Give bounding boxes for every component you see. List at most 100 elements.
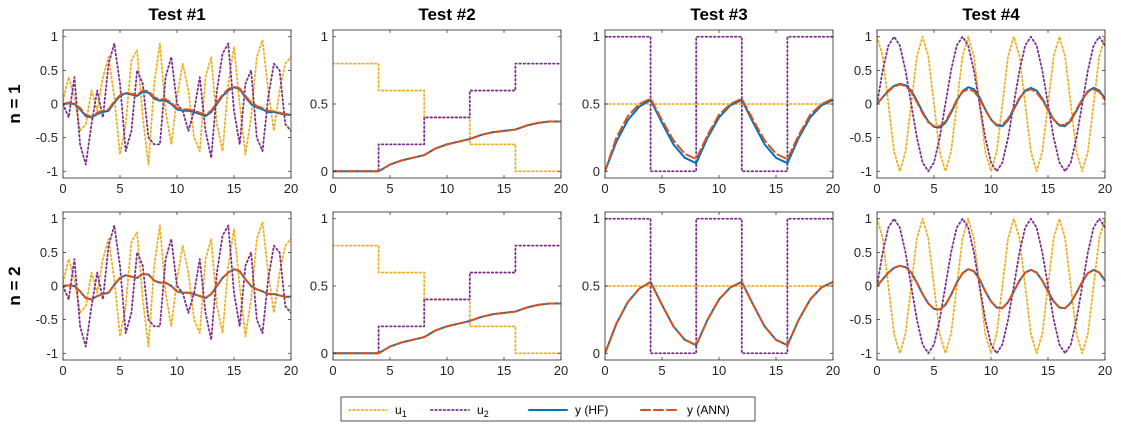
y-tick-label: 0 bbox=[593, 164, 600, 179]
x-tick-label: 5 bbox=[116, 181, 123, 196]
y-tick-label: 0.5 bbox=[310, 279, 328, 294]
series-line-y-ann bbox=[605, 97, 833, 173]
series-line-y-ann bbox=[333, 302, 561, 355]
column-titles: Test #1 Test #2 Test #3 Test #4 bbox=[148, 5, 1020, 24]
subplot-r2-c3: 0 5 10 15 20 0 0.5 1 bbox=[582, 211, 840, 378]
y-tick-label: 0.5 bbox=[40, 63, 58, 78]
y-tick-label: -1 bbox=[860, 346, 872, 361]
x-tick-label: 5 bbox=[930, 363, 937, 378]
subplot-r2-c1: 0 5 10 15 20 -1 -0.5 0 0.5 1 bbox=[36, 211, 299, 378]
x-tick-label: 5 bbox=[116, 363, 123, 378]
y-tick-label: -1 bbox=[46, 346, 58, 361]
subplot-r2-c4: 0 5 10 15 20 -1 -0.5 0 0.5 1 bbox=[850, 211, 1113, 378]
y-tick-label: 0.5 bbox=[40, 245, 58, 260]
x-tick-label: 15 bbox=[497, 181, 511, 196]
x-tick-label: 0 bbox=[329, 181, 336, 196]
column-title-4: Test #4 bbox=[962, 5, 1020, 24]
axes-frame bbox=[332, 29, 562, 179]
y-tick-label: -0.5 bbox=[36, 130, 58, 145]
x-tick-label: 15 bbox=[497, 363, 511, 378]
y-tick-label: -0.5 bbox=[850, 312, 872, 327]
y-tick-label: 0.5 bbox=[310, 97, 328, 112]
x-tick-label: 10 bbox=[440, 181, 454, 196]
series-line-y-ann bbox=[877, 264, 1105, 311]
series-line-y-ann bbox=[605, 280, 833, 355]
series-line-u1 bbox=[877, 35, 1105, 173]
x-tick-label: 15 bbox=[769, 363, 783, 378]
y-tick-label: 1 bbox=[51, 211, 58, 226]
legend: u1 u2 y (HF) y (ANN) bbox=[340, 396, 756, 422]
row-labels: n = 1 n = 2 bbox=[5, 84, 24, 305]
series-line-y-hf bbox=[63, 86, 291, 119]
y-tick-label: 0 bbox=[51, 279, 58, 294]
series-line-y-hf bbox=[605, 98, 833, 173]
x-tick-label: 10 bbox=[984, 181, 998, 196]
column-title-3: Test #3 bbox=[690, 5, 747, 24]
x-tick-label: 15 bbox=[1041, 363, 1055, 378]
x-tick-label: 10 bbox=[984, 363, 998, 378]
series-line-y-hf bbox=[333, 302, 561, 355]
y-tick-label: 0.5 bbox=[582, 97, 600, 112]
y-tick-label: -0.5 bbox=[850, 130, 872, 145]
series-line-u2 bbox=[877, 35, 1105, 173]
x-tick-label: 20 bbox=[1098, 363, 1112, 378]
y-tick-label: 0.5 bbox=[582, 279, 600, 294]
series-line-u2 bbox=[333, 62, 561, 173]
x-tick-label: 0 bbox=[329, 363, 336, 378]
x-tick-label: 20 bbox=[284, 181, 298, 196]
y-tick-label: 0 bbox=[321, 164, 328, 179]
x-tick-label: 5 bbox=[930, 181, 937, 196]
y-tick-label: 1 bbox=[865, 29, 872, 44]
column-title-1: Test #1 bbox=[148, 5, 205, 24]
x-tick-label: 15 bbox=[1041, 181, 1055, 196]
legend-label-u2: u2 bbox=[477, 403, 489, 419]
x-tick-label: 15 bbox=[227, 363, 241, 378]
x-tick-label: 5 bbox=[386, 181, 393, 196]
series-line-u2 bbox=[63, 42, 291, 166]
column-title-2: Test #2 bbox=[418, 5, 475, 24]
y-tick-label: 1 bbox=[51, 29, 58, 44]
x-tick-label: 0 bbox=[873, 181, 880, 196]
y-tick-label: 0 bbox=[593, 346, 600, 361]
y-tick-label: 0 bbox=[51, 97, 58, 112]
y-tick-label: 0.5 bbox=[854, 63, 872, 78]
x-tick-label: 0 bbox=[601, 181, 608, 196]
x-tick-label: 20 bbox=[554, 181, 568, 196]
subplot-r1-c4: 0 5 10 15 20 -1 -0.5 0 0.5 1 bbox=[850, 29, 1113, 196]
series-line-y-ann bbox=[63, 85, 291, 118]
series-line-u2 bbox=[63, 224, 291, 348]
y-tick-label: 1 bbox=[593, 29, 600, 44]
series-line-u2 bbox=[605, 217, 833, 355]
series-line-y-ann bbox=[333, 120, 561, 173]
x-tick-label: 0 bbox=[59, 363, 66, 378]
x-tick-label: 0 bbox=[873, 363, 880, 378]
x-tick-label: 15 bbox=[769, 181, 783, 196]
x-tick-label: 10 bbox=[712, 181, 726, 196]
y-tick-label: -0.5 bbox=[36, 312, 58, 327]
subplot-r1-c3: 0 5 10 15 20 0 0.5 1 bbox=[582, 29, 840, 196]
x-tick-label: 20 bbox=[284, 363, 298, 378]
y-tick-label: 0 bbox=[321, 346, 328, 361]
subplot-r2-c2: 0 5 10 15 20 0 0.5 1 bbox=[310, 211, 568, 378]
x-tick-label: 15 bbox=[227, 181, 241, 196]
legend-label-y-hf: y (HF) bbox=[575, 403, 608, 417]
y-tick-label: -1 bbox=[860, 164, 872, 179]
x-tick-label: 10 bbox=[170, 363, 184, 378]
series-line-y-hf bbox=[333, 120, 561, 173]
series-line-u1 bbox=[877, 217, 1105, 355]
x-tick-label: 5 bbox=[386, 363, 393, 378]
legend-label-y-ann: y (ANN) bbox=[687, 403, 730, 417]
row-label-2: n = 2 bbox=[5, 266, 24, 305]
y-tick-label: 1 bbox=[593, 211, 600, 226]
series-line-u2 bbox=[877, 217, 1105, 355]
subplot-r1-c1: 0 5 10 15 20 -1 -0.5 0 0.5 1 bbox=[36, 29, 299, 196]
x-tick-label: 20 bbox=[826, 363, 840, 378]
x-tick-label: 20 bbox=[1098, 181, 1112, 196]
series-line-u2 bbox=[333, 244, 561, 355]
x-tick-label: 0 bbox=[59, 181, 66, 196]
series-line-u2 bbox=[605, 35, 833, 173]
x-tick-label: 20 bbox=[554, 363, 568, 378]
y-tick-label: 0 bbox=[865, 279, 872, 294]
